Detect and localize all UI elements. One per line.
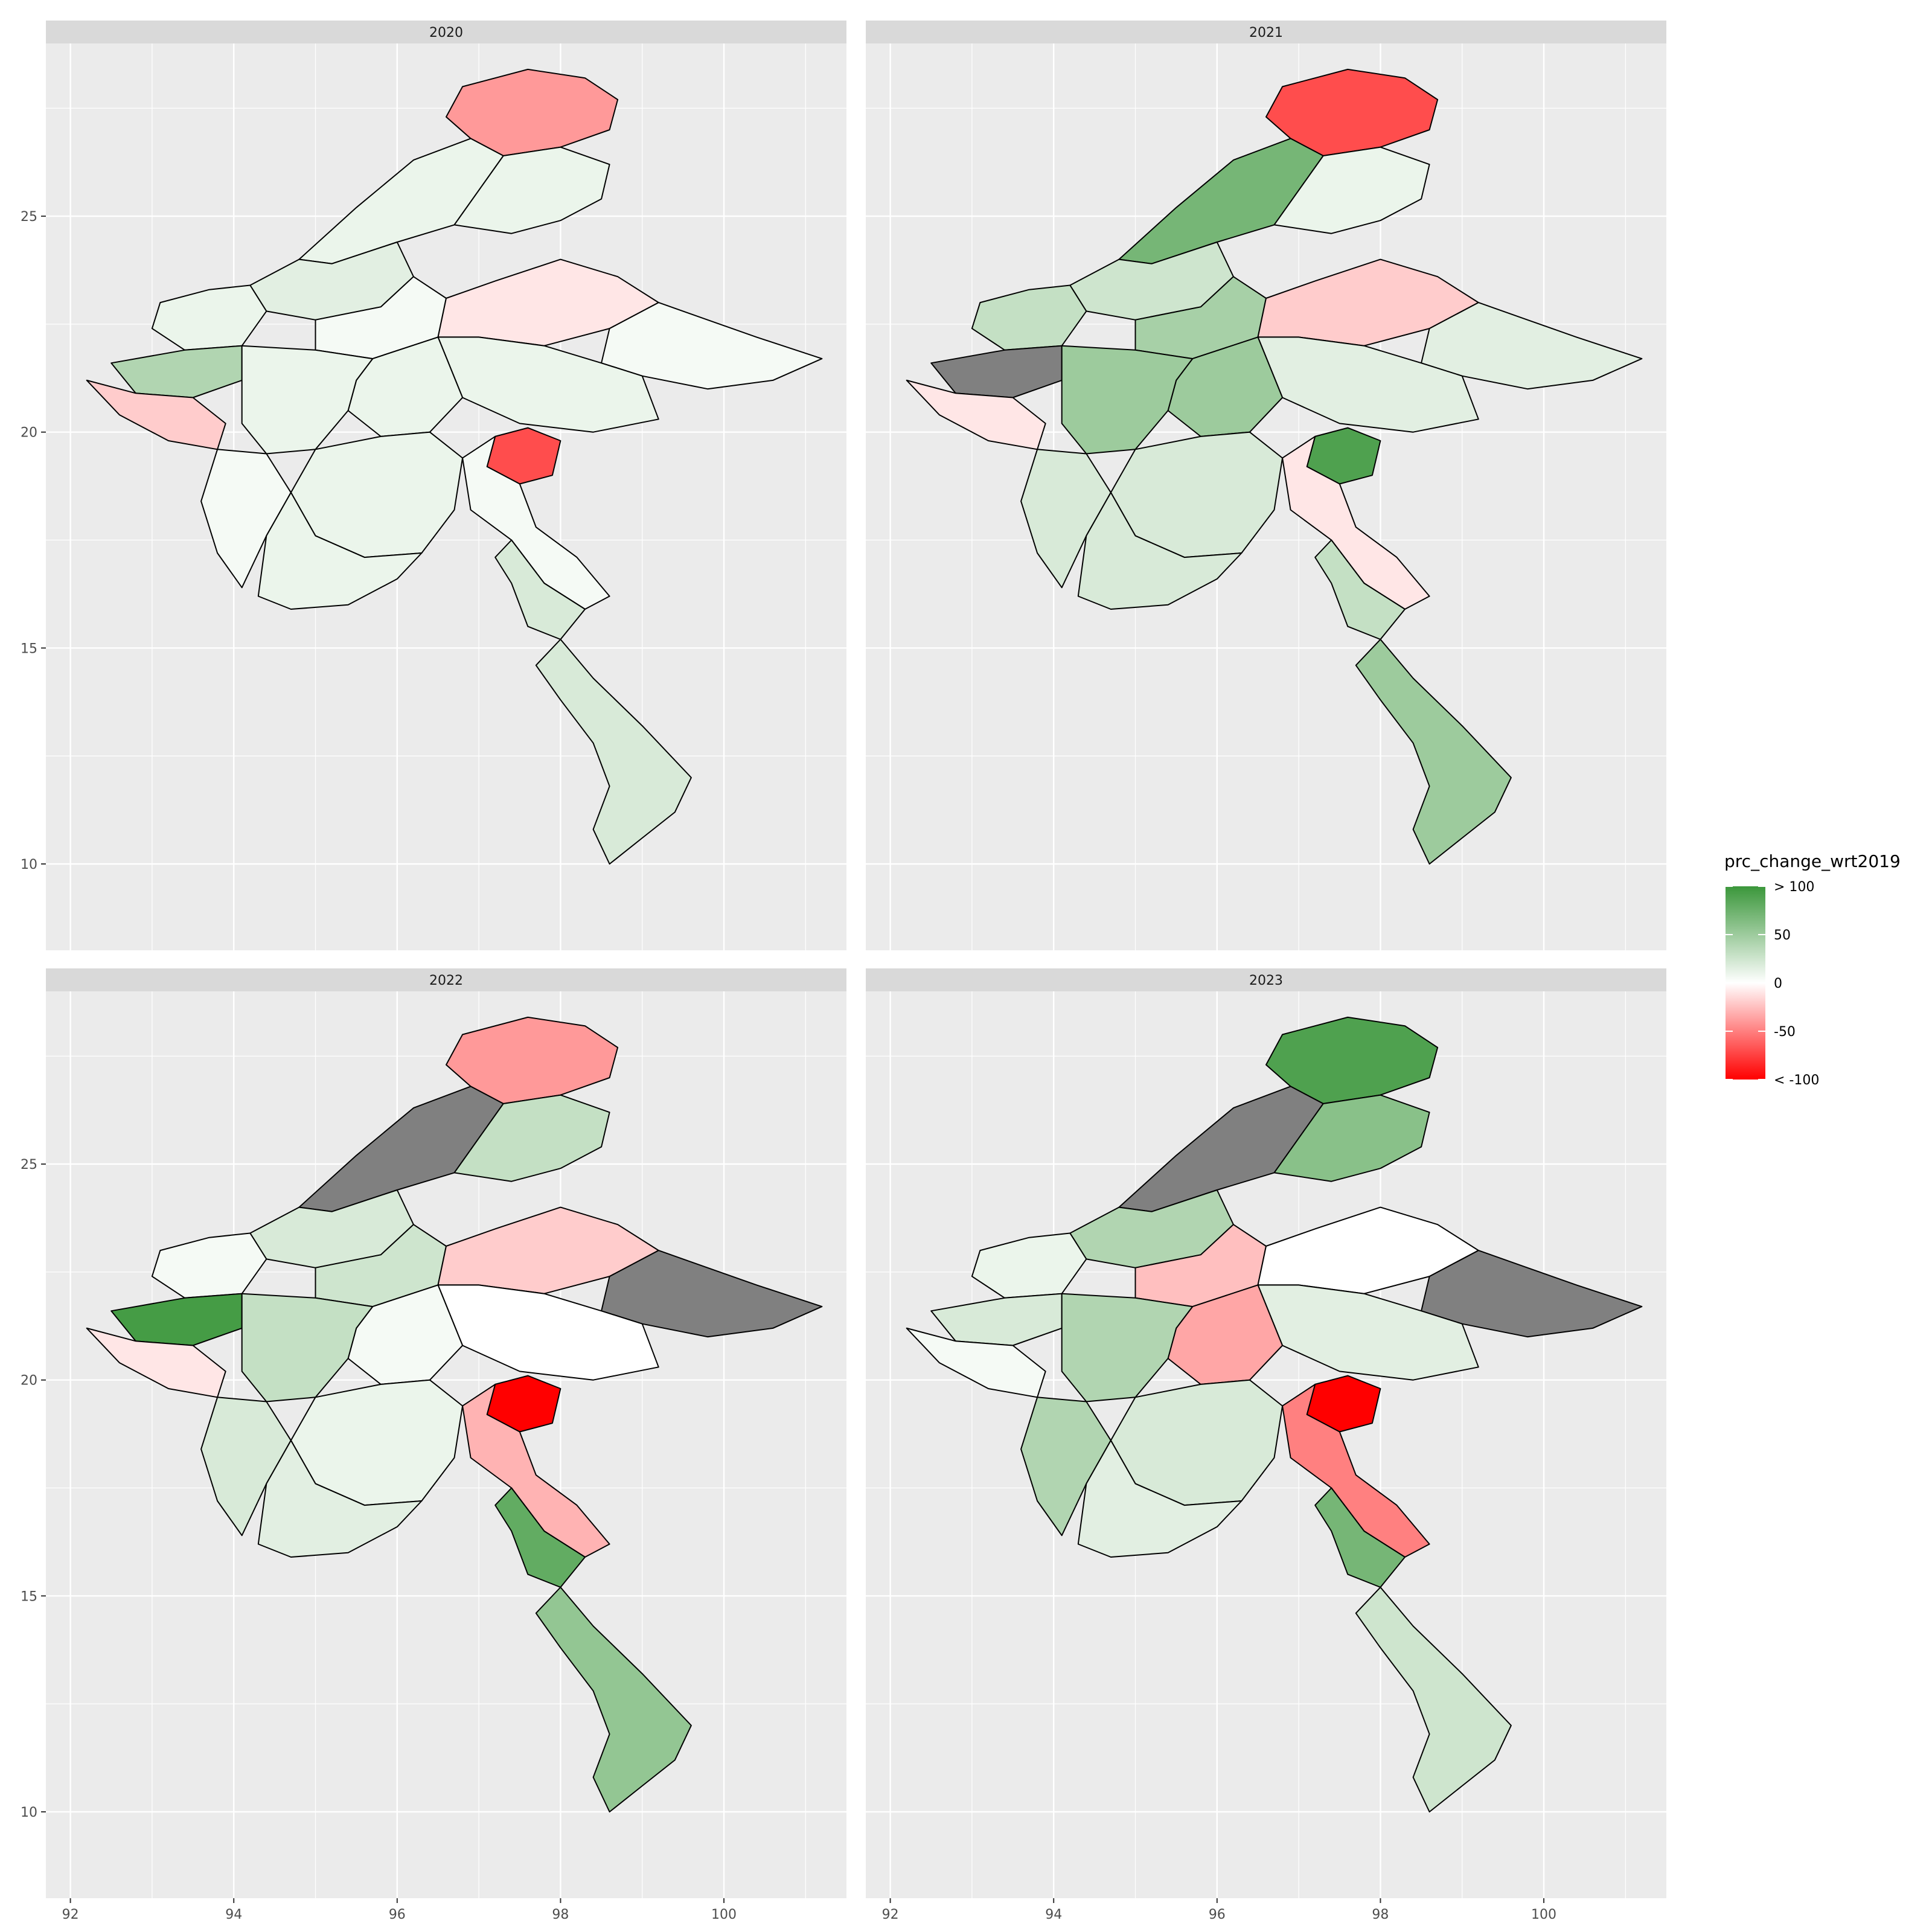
region-kachin-north bbox=[446, 68, 619, 156]
region-kayin bbox=[462, 1383, 610, 1558]
region-magway bbox=[1061, 1293, 1194, 1403]
region-shan-south bbox=[437, 336, 659, 433]
facet-panel-2022: 2022 10 15 20 25 92 94 96 98 100 bbox=[21, 968, 846, 1922]
facet-title: 2020 bbox=[429, 25, 463, 40]
region-mon bbox=[494, 539, 586, 640]
facet-title: 2021 bbox=[1249, 25, 1283, 40]
legend-label: 0 bbox=[1774, 976, 1782, 991]
region-mon bbox=[494, 1487, 586, 1588]
region-kachin-central bbox=[453, 1094, 610, 1182]
y-tick-label: 15 bbox=[21, 641, 37, 656]
region-layer bbox=[86, 1016, 823, 1812]
x-tick-label: 96 bbox=[1209, 1907, 1226, 1922]
region-ayeyarwady bbox=[257, 1439, 423, 1558]
region-rakhine-south bbox=[200, 449, 292, 589]
region-shan-south bbox=[437, 1284, 659, 1381]
region-tanintharyi bbox=[535, 639, 692, 865]
region-magway bbox=[241, 345, 374, 455]
legend-label: > 100 bbox=[1774, 880, 1814, 895]
region-kachin-north bbox=[1265, 1016, 1439, 1104]
x-tick-label: 100 bbox=[711, 1907, 737, 1922]
y-tick-label: 25 bbox=[21, 1157, 37, 1172]
y-tick-label: 20 bbox=[21, 426, 37, 441]
region-shan-south bbox=[1257, 1284, 1479, 1381]
region-tanintharyi bbox=[1355, 639, 1512, 865]
region-rakhine-south bbox=[200, 1396, 292, 1537]
region-kachin-central bbox=[1273, 1094, 1430, 1182]
legend-label: 50 bbox=[1774, 928, 1791, 943]
region-kayin bbox=[462, 435, 610, 610]
region-rakhine-south bbox=[1020, 1396, 1112, 1537]
x-tick-label: 92 bbox=[62, 1907, 79, 1922]
region-mon bbox=[1314, 1487, 1406, 1588]
region-kachin-central bbox=[453, 146, 610, 234]
region-tanintharyi bbox=[1355, 1587, 1512, 1812]
region-chin-north bbox=[151, 284, 267, 351]
facet-strip bbox=[46, 21, 846, 43]
region-rakhine-north bbox=[906, 1327, 1046, 1398]
facet-title: 2022 bbox=[429, 973, 463, 988]
x-tick-label: 96 bbox=[389, 1907, 406, 1922]
region-rakhine-north bbox=[86, 379, 226, 450]
region-kachin-central bbox=[1273, 146, 1430, 234]
region-kachin-north bbox=[1265, 68, 1439, 156]
y-tick-label: 10 bbox=[21, 1805, 37, 1820]
y-tick-label: 10 bbox=[21, 857, 37, 872]
legend-label: -50 bbox=[1774, 1025, 1796, 1040]
region-layer bbox=[906, 1016, 1643, 1812]
x-tick-label: 92 bbox=[882, 1907, 899, 1922]
region-tanintharyi bbox=[535, 1587, 692, 1812]
region-ayeyarwady bbox=[257, 491, 423, 610]
x-tick-label: 98 bbox=[1372, 1907, 1389, 1922]
region-ayeyarwady bbox=[1077, 1439, 1243, 1558]
facet-title: 2023 bbox=[1249, 973, 1283, 988]
region-rakhine-north bbox=[86, 1327, 226, 1398]
region-rakhine-north bbox=[906, 379, 1046, 450]
y-tick-label: 15 bbox=[21, 1589, 37, 1604]
facet-panel-2023: 2023 92 94 96 98 100 bbox=[866, 968, 1666, 1922]
facet-strip bbox=[46, 968, 846, 991]
legend-ticks: > 100 50 0 -50 < -100 bbox=[1726, 880, 1819, 1088]
x-tick-label: 100 bbox=[1531, 1907, 1556, 1922]
region-layer bbox=[906, 68, 1643, 865]
facet-panel-2020: 2020 10 15 20 25 bbox=[21, 21, 846, 950]
region-kachin-north bbox=[446, 1016, 619, 1104]
region-chin-north bbox=[971, 284, 1087, 351]
region-layer bbox=[86, 68, 823, 865]
region-kayin bbox=[1282, 1383, 1430, 1558]
region-rakhine-south bbox=[1020, 449, 1112, 589]
facet-strip bbox=[866, 968, 1666, 991]
region-magway bbox=[1061, 345, 1194, 455]
y-tick-label: 25 bbox=[21, 210, 37, 225]
legend-title: prc_change_wrt2019 bbox=[1724, 851, 1901, 871]
region-magway bbox=[241, 1293, 374, 1403]
legend-label: < -100 bbox=[1774, 1073, 1819, 1088]
x-tick-label: 94 bbox=[225, 1907, 242, 1922]
region-chin-north bbox=[151, 1232, 267, 1299]
region-shan-south bbox=[1257, 336, 1479, 433]
region-mon bbox=[1314, 539, 1406, 640]
facet-strip bbox=[866, 21, 1666, 43]
region-kayin bbox=[1282, 435, 1430, 610]
facet-panel-2021: 2021 bbox=[866, 21, 1666, 950]
region-ayeyarwady bbox=[1077, 491, 1243, 610]
x-tick-label: 98 bbox=[552, 1907, 569, 1922]
x-tick-label: 94 bbox=[1045, 1907, 1062, 1922]
legend: prc_change_wrt2019 > 100 50 0 -50 < -100 bbox=[1724, 851, 1901, 1088]
region-chin-north bbox=[971, 1232, 1087, 1299]
y-tick-label: 20 bbox=[21, 1374, 37, 1389]
